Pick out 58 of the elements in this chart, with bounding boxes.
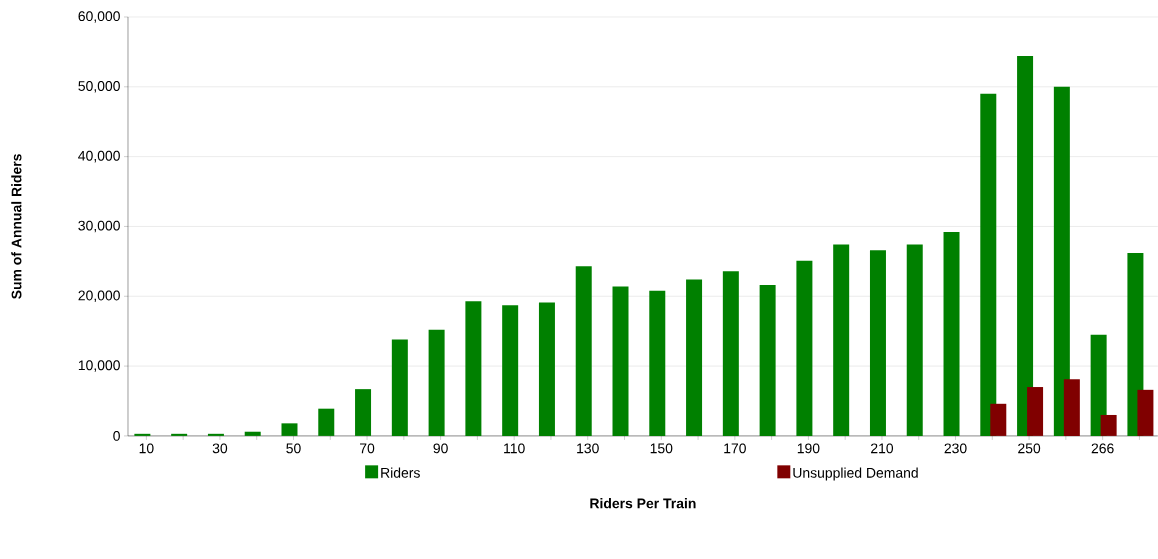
y-tick-label: 0	[113, 431, 120, 441]
x-tick-label: 210	[871, 443, 894, 454]
bar	[428, 329, 445, 436]
bar	[1063, 379, 1080, 436]
bar	[906, 244, 923, 436]
bar	[990, 403, 1007, 436]
x-tick-label: 110	[504, 443, 525, 454]
x-tick-label: 170	[724, 443, 746, 454]
bar	[134, 433, 151, 436]
y-tick-label: 20,000	[78, 290, 120, 303]
bar	[1100, 415, 1117, 436]
bar	[538, 302, 555, 436]
bar	[1017, 56, 1034, 436]
bar	[869, 250, 886, 436]
bar	[281, 423, 298, 436]
legend-label: Unsupplied Demand	[793, 467, 918, 481]
bar	[759, 285, 776, 436]
bar	[722, 271, 739, 436]
bar	[355, 389, 372, 436]
x-tick-label: 230	[944, 443, 967, 454]
bar	[796, 260, 813, 436]
y-tick-label: 50,000	[78, 81, 120, 93]
bar	[649, 290, 666, 436]
bar	[833, 244, 850, 436]
bar	[244, 431, 261, 436]
x-tick-label: 30	[212, 443, 228, 454]
y-tick-label: 10,000	[78, 360, 120, 372]
y-axis-title: Sum of Annual Riders	[11, 154, 22, 299]
x-tick-label: 250	[1018, 443, 1041, 454]
x-tick-label: 150	[650, 443, 673, 454]
x-tick-label: 130	[577, 443, 599, 454]
x-axis-title: Riders Per Train	[590, 498, 696, 509]
bar	[980, 93, 997, 436]
bar	[575, 266, 592, 436]
x-tick-label: 190	[797, 443, 820, 454]
bar	[318, 408, 335, 436]
x-tick-label: 70	[360, 443, 375, 454]
y-tick-label: 40,000	[78, 150, 120, 163]
x-tick-label: 90	[433, 443, 448, 454]
bar	[1090, 334, 1107, 436]
x-tick-label: 50	[286, 443, 301, 454]
bar	[502, 305, 519, 436]
bar	[391, 339, 408, 436]
bar	[1137, 389, 1154, 436]
bar	[1027, 387, 1044, 436]
x-tick-label: 266	[1091, 443, 1114, 454]
x-tick-label: 10	[139, 443, 154, 454]
y-tick-label: 30,000	[78, 220, 120, 233]
legend-label: Riders	[381, 467, 420, 478]
bar	[943, 232, 960, 436]
y-tick-label: 60,000	[78, 11, 120, 23]
bar	[612, 286, 629, 436]
bar	[1127, 253, 1144, 436]
bar	[465, 301, 482, 436]
bar	[686, 279, 703, 436]
bar	[171, 433, 188, 436]
bar	[207, 433, 224, 436]
bar	[1053, 86, 1070, 436]
